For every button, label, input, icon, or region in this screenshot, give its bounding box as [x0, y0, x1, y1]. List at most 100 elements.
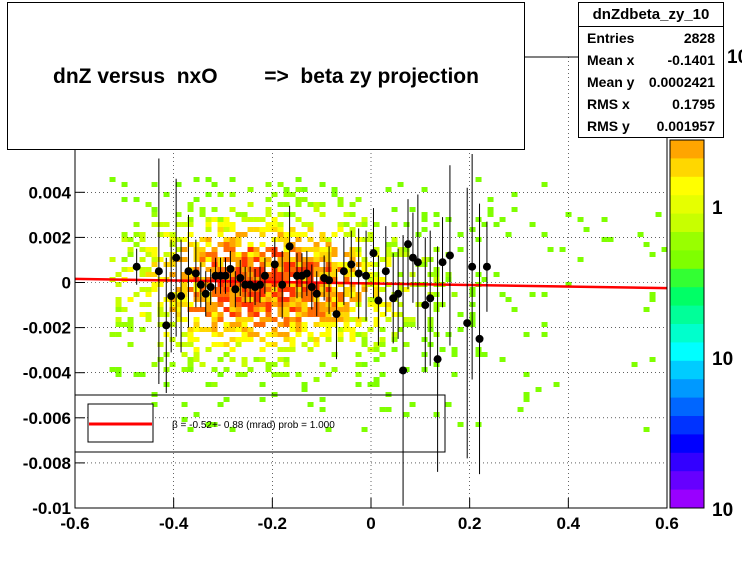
palette-cell — [670, 250, 704, 270]
profile-point — [260, 271, 269, 280]
profile-point — [191, 269, 200, 278]
profile-point — [404, 240, 412, 249]
profile-point — [413, 258, 422, 267]
profile-point — [374, 296, 383, 305]
palette-cell — [670, 140, 704, 159]
y-tick-label: -0.004 — [23, 364, 72, 383]
profile-point — [312, 289, 321, 298]
profile-point — [302, 269, 311, 278]
palette-cell — [670, 360, 704, 380]
stats-row: RMS y 0.001957 — [587, 118, 715, 134]
palette-cell — [670, 489, 704, 509]
palette-cell — [670, 397, 704, 417]
profile-point — [231, 285, 240, 294]
palette-cell — [670, 452, 704, 472]
palette-cell — [670, 287, 704, 307]
profile-point — [278, 280, 287, 289]
profile-point — [154, 267, 163, 276]
z-label: 10 — [712, 349, 733, 370]
x-tick-label: 0.6 — [655, 514, 679, 533]
chart-title: dnZ versus nxO => beta zy projection — [53, 65, 479, 88]
palette-cell — [670, 416, 704, 435]
y-tick-label: 0 — [62, 274, 71, 293]
palette-cell — [670, 213, 704, 233]
stats-box: dnZdbeta_zy_10 Entries 2828 Mean x -0.1401… — [578, 2, 724, 138]
profile-point — [369, 249, 378, 258]
palette-cell — [670, 176, 704, 196]
y-tick-label: -0.002 — [23, 319, 71, 338]
palette-cell — [670, 379, 704, 399]
profile-point — [226, 264, 235, 273]
profile-point — [196, 280, 205, 289]
stats-name: dnZdbeta_zy_10 — [579, 3, 723, 27]
profile-point — [339, 267, 348, 276]
profile-point — [172, 253, 181, 262]
z-label: 1 — [712, 198, 723, 219]
stats-row: Mean y 0.0002421 — [587, 74, 715, 90]
palette-cell — [670, 471, 704, 491]
palette-cell — [670, 268, 704, 288]
stats-row: Mean x -0.1401 — [587, 52, 715, 68]
palette-cell — [670, 232, 704, 251]
profile-point — [475, 334, 484, 343]
profile-point — [256, 280, 264, 289]
profile-point — [167, 292, 176, 301]
legend-label: β = -0.52+- 0.88 (mrad) prob = 1.000 — [172, 420, 335, 431]
profile-points — [132, 153, 491, 506]
y-tick-label: -0.01 — [32, 499, 71, 518]
y-tick-label: 0.004 — [28, 183, 71, 202]
heatmap-cells — [109, 177, 668, 432]
profile-point — [201, 289, 210, 298]
y-tick-label: -0.006 — [23, 409, 71, 428]
palette-cell — [670, 195, 704, 215]
palette-cell — [670, 434, 704, 454]
profile-point — [463, 319, 472, 328]
palette-cell — [670, 305, 704, 325]
profile-point — [221, 271, 230, 280]
legend-box: β = -0.52+- 0.88 (mrad) prob = 1.000 — [74, 394, 446, 453]
y-tick-label: 0.002 — [28, 228, 71, 247]
profile-point — [426, 294, 435, 303]
profile-point — [362, 271, 371, 280]
x-tick-label: -0.4 — [159, 514, 189, 533]
profile-point — [394, 289, 403, 298]
profile-point — [270, 260, 279, 269]
profile-point — [162, 321, 171, 330]
palette-cell — [670, 324, 704, 343]
profile-point — [354, 269, 363, 278]
palette-cell — [670, 342, 704, 362]
title-box: dnZ versus nxO => beta zy projection — [7, 2, 525, 150]
fit-line-segment — [74, 277, 668, 290]
profile-point — [307, 283, 316, 292]
profile-point — [347, 260, 356, 269]
profile-point — [332, 310, 341, 319]
fit-line — [74, 277, 668, 290]
profile-point — [184, 267, 193, 276]
profile-point — [468, 262, 477, 271]
stats-row: RMS x 0.1795 — [587, 96, 715, 112]
z-label: 10 — [712, 500, 733, 521]
profile-point — [236, 273, 245, 282]
profile-point — [285, 242, 294, 251]
z-label: 10 — [727, 47, 742, 68]
palette-frame — [669, 139, 705, 509]
y-tick-label: -0.008 — [23, 454, 71, 473]
stats-row: Entries 2828 — [587, 30, 715, 46]
palette-cell — [670, 158, 704, 178]
x-tick-label: -0.6 — [60, 514, 89, 533]
profile-point — [177, 292, 186, 301]
color-palette: 1 10 10 10 — [669, 47, 742, 521]
x-tick-label: -0.2 — [258, 514, 287, 533]
profile-point — [132, 262, 141, 271]
profile-point — [206, 283, 215, 292]
profile-point — [325, 276, 334, 285]
profile-point — [421, 301, 430, 310]
profile-point — [438, 258, 447, 267]
x-tick-label: 0.2 — [458, 514, 482, 533]
x-tick-label: 0 — [366, 514, 375, 533]
profile-point — [445, 251, 454, 260]
profile-point — [433, 355, 442, 364]
profile-point — [482, 262, 491, 271]
x-tick-label: 0.4 — [557, 514, 581, 533]
